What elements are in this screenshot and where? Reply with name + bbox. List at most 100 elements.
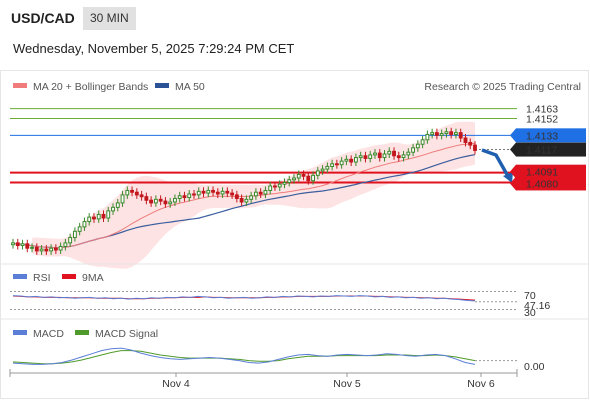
rsi-level-30: 30 <box>524 307 536 319</box>
candle-body <box>373 152 377 156</box>
candle-body <box>168 201 173 205</box>
ma20-legend-label: MA 20 + Bollinger Bands <box>33 81 148 93</box>
ma50-legend-swatch <box>155 83 169 88</box>
candle-body <box>149 199 154 204</box>
candle-body <box>334 163 339 166</box>
candle-body <box>320 168 325 172</box>
candle-body <box>449 131 454 135</box>
candle-body <box>225 190 230 194</box>
rsi-legend-swatch <box>13 274 27 279</box>
x-label-nov6: Nov 6 <box>467 378 495 390</box>
candle-body <box>44 248 49 252</box>
candle-body <box>20 243 25 247</box>
candle-body <box>53 247 58 251</box>
candle-body <box>292 177 296 181</box>
candle-body <box>258 191 263 195</box>
candle-body <box>463 137 468 143</box>
macd-line <box>12 347 476 365</box>
candle-body <box>401 154 406 159</box>
rsi-indicator <box>10 291 517 310</box>
candles <box>11 127 477 255</box>
bollinger-band-area <box>32 121 475 269</box>
candle-body <box>425 133 430 141</box>
level-label-5: 1.4080 <box>526 178 558 190</box>
candle-body <box>473 144 477 151</box>
rsi-ma-legend-label: 9MA <box>82 272 104 284</box>
ma50-legend-label: MA 50 <box>175 81 205 93</box>
candle-body <box>72 230 77 239</box>
candle-body <box>196 190 201 196</box>
level-label-4: 1.4091 <box>526 167 558 179</box>
currency-pair-title: USD/CAD <box>11 10 75 26</box>
candle-body <box>34 246 39 252</box>
candle-body <box>63 242 68 247</box>
candle-body <box>430 132 435 135</box>
candle-body <box>434 132 439 136</box>
rsi-level-70: 70 <box>524 290 536 302</box>
candle-body <box>239 197 244 203</box>
candle-body <box>287 179 292 183</box>
candle-body <box>282 181 287 185</box>
candle-body <box>311 174 315 182</box>
candle-body <box>11 242 15 246</box>
candle-body <box>15 242 20 247</box>
candle-body <box>415 143 420 149</box>
bollinger-band <box>32 121 475 269</box>
timeframe-button[interactable]: 30 MIN <box>83 7 136 30</box>
candle-body <box>349 158 354 163</box>
research-credit: Research © 2025 Trading Central <box>424 81 581 93</box>
candle-body <box>111 206 115 212</box>
candle-body <box>411 147 416 153</box>
candle-body <box>368 154 373 159</box>
rsi-line <box>12 295 476 302</box>
level-tag-5 <box>516 176 586 191</box>
level-label-0: 1.4163 <box>526 104 558 116</box>
candle-body <box>182 195 187 199</box>
rsi-legend-label: RSI <box>33 272 51 284</box>
candle-body <box>253 191 258 197</box>
candle-body <box>344 158 349 162</box>
candle-body <box>358 155 363 159</box>
candle-body <box>387 150 392 155</box>
candle-body <box>177 195 182 199</box>
candle-body <box>158 198 163 202</box>
candle-body <box>125 189 130 196</box>
candle-body <box>82 221 87 228</box>
ma20-line <box>12 142 476 249</box>
candle-body <box>468 141 473 146</box>
candle-body <box>134 191 139 196</box>
candle-body <box>277 183 282 188</box>
support-resistance-levels <box>10 108 517 184</box>
level-label-2: 1.4133 <box>526 130 558 142</box>
candle-body <box>163 200 168 205</box>
candle-body <box>139 194 144 198</box>
candle-body <box>353 157 358 163</box>
macd-value-label: 0.00 <box>524 361 545 373</box>
candle-body <box>206 189 211 194</box>
level-label-3: 1.4117 <box>526 145 557 157</box>
candle-body <box>377 152 382 159</box>
candle-body <box>87 216 92 223</box>
candle-body <box>249 195 254 200</box>
level-tag-pointer-3 <box>510 142 516 157</box>
candle-body <box>406 151 411 156</box>
macd-signal-legend-label: MACD Signal <box>95 328 158 340</box>
candle-body <box>306 175 311 182</box>
candle-body <box>173 197 177 203</box>
candle-body <box>144 196 149 201</box>
candle-body <box>106 210 111 219</box>
candle-body <box>120 194 125 204</box>
candle-body <box>39 248 44 252</box>
candle-body <box>296 173 301 179</box>
candle-body <box>315 170 320 176</box>
level-tag-3 <box>516 142 586 157</box>
candle-body <box>301 173 306 177</box>
candle-body <box>325 165 330 170</box>
level-tag-pointer-5 <box>510 176 516 191</box>
forecast-arrow <box>481 148 511 179</box>
level-tag-4 <box>516 164 586 179</box>
candle-body <box>263 189 268 195</box>
candle-body <box>49 247 54 252</box>
